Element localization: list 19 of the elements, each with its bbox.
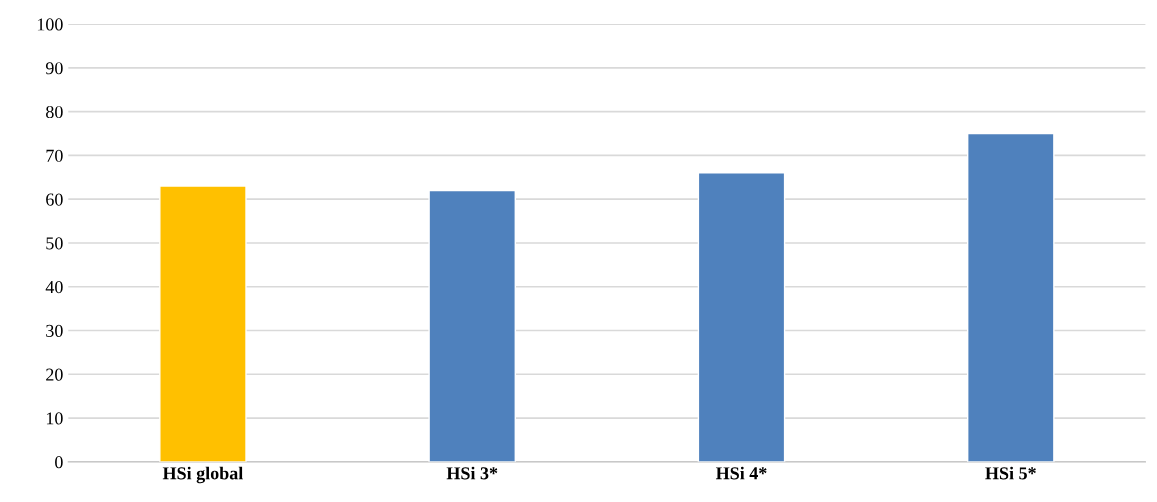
x-tick-label: HSi 5* (985, 466, 1036, 480)
y-tick-label: 0 (55, 456, 63, 469)
bar (428, 189, 516, 462)
y-tick-label: 80 (46, 105, 63, 119)
x-tick-label: HSi global (162, 466, 243, 484)
bar (967, 132, 1055, 462)
bar (159, 185, 247, 462)
x-tick-label: HSi 3* (446, 466, 498, 480)
y-tick-label: 100 (37, 18, 63, 31)
y-tick-label: 50 (46, 237, 63, 250)
x-tick-label: HSi 4* (715, 466, 767, 480)
y-tick-label: 60 (46, 193, 63, 206)
y-tick-label: 90 (45, 62, 63, 75)
y-tick-label: 20 (46, 368, 63, 381)
y-tick-label: 70 (46, 149, 63, 162)
y-tick-label: 40 (45, 281, 63, 294)
y-tick-label: 30 (46, 324, 63, 337)
y-tick-label: 10 (46, 412, 63, 425)
bar (697, 172, 786, 462)
